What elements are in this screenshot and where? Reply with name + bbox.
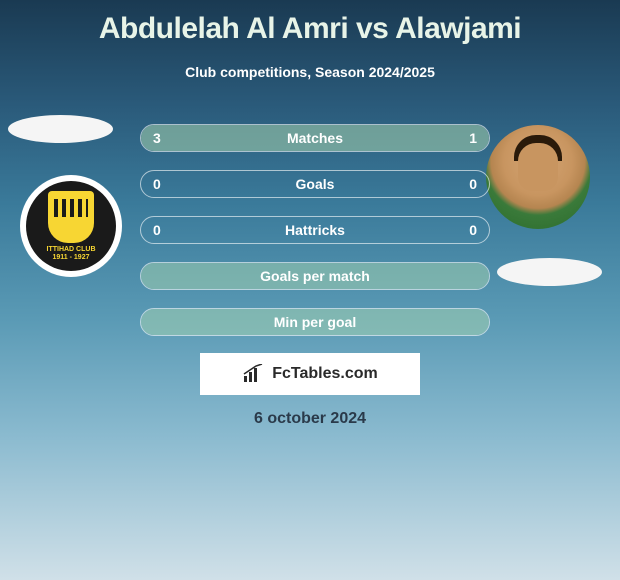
flag-badge-right [497,258,602,286]
watermark: FcTables.com [200,353,420,395]
stat-label: Hattricks [141,222,489,238]
stats-container: 3 Matches 1 0 Goals 0 0 Hattricks 0 Goal… [140,124,490,354]
player-photo-right [486,125,590,229]
page-title: Abdulelah Al Amri vs Alawjami [0,0,620,46]
stat-row-hattricks: 0 Hattricks 0 [140,216,490,244]
stat-label: Goals per match [141,268,489,284]
chart-icon [242,364,266,384]
club-logo-left: ITTIHAD CLUB 1911 - 1927 [20,175,122,277]
club-text: ITTIHAD CLUB 1911 - 1927 [47,246,96,261]
club-shield-icon [48,191,94,243]
stat-row-min-per-goal: Min per goal [140,308,490,336]
stat-row-goals-per-match: Goals per match [140,262,490,290]
stat-right-value: 1 [469,130,477,146]
subtitle: Club competitions, Season 2024/2025 [0,64,620,80]
club-logo-inner: ITTIHAD CLUB 1911 - 1927 [26,181,116,271]
stat-label: Matches [141,130,489,146]
watermark-text: FcTables.com [272,365,378,383]
stat-row-matches: 3 Matches 1 [140,124,490,152]
stat-right-value: 0 [469,222,477,238]
stat-label: Min per goal [141,314,489,330]
stat-label: Goals [141,176,489,192]
stat-right-value: 0 [469,176,477,192]
flag-badge-left [8,115,113,143]
stat-row-goals: 0 Goals 0 [140,170,490,198]
date-text: 6 october 2024 [0,410,620,428]
